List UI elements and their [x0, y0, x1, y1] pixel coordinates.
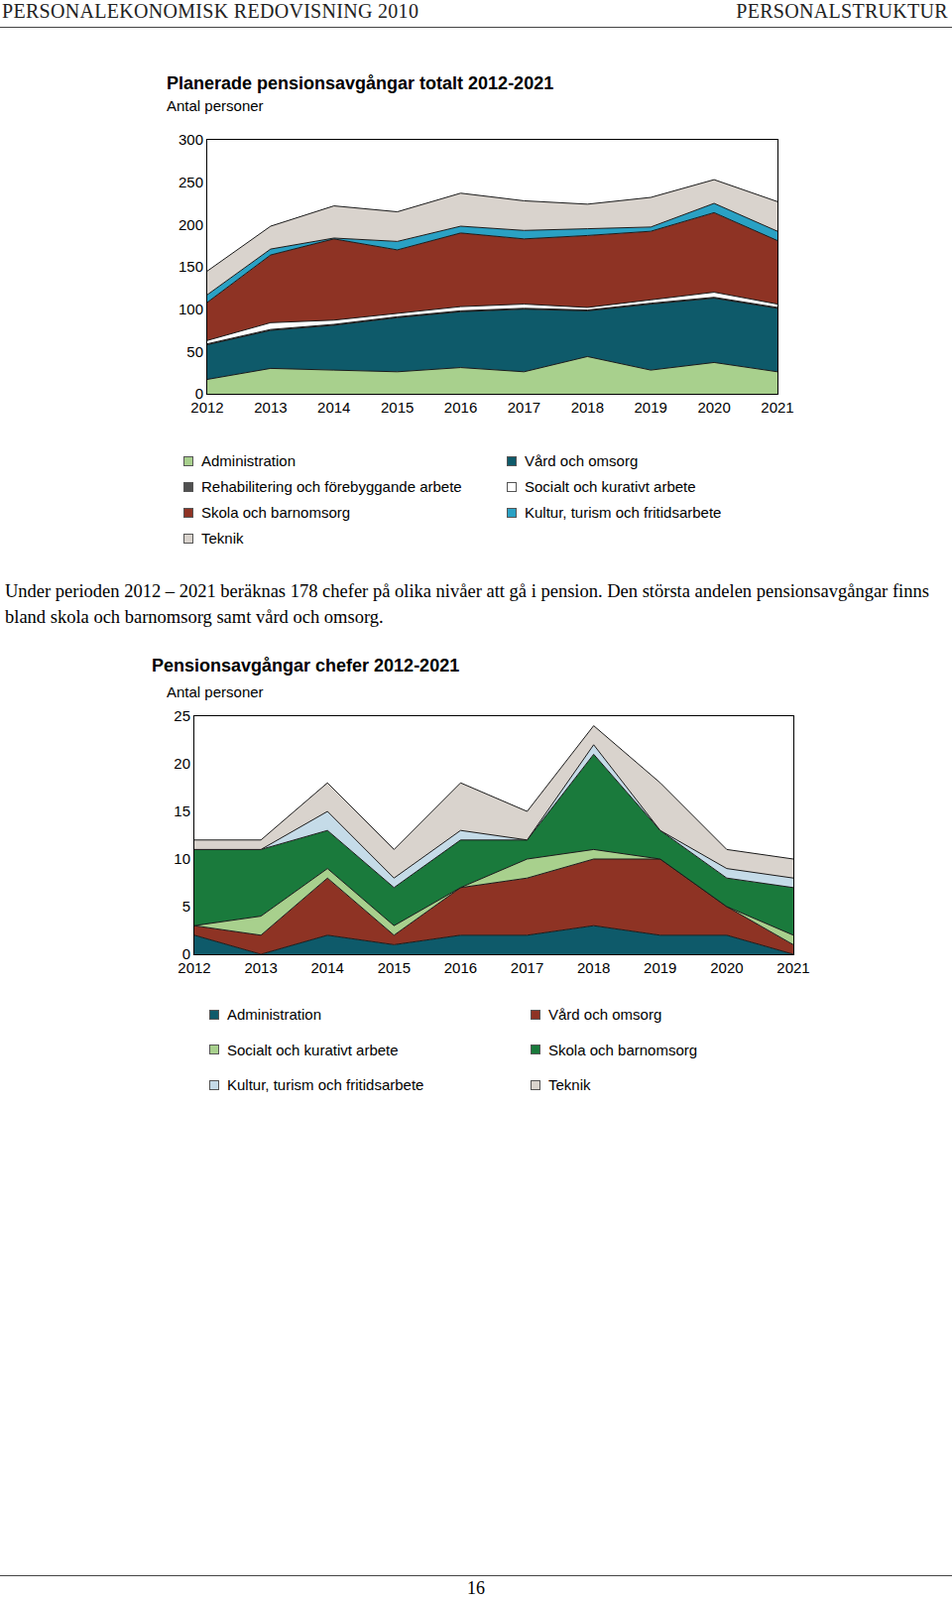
svg-text:2012: 2012	[177, 958, 211, 976]
html-text:PERSONALEKONOMISK REDOVISNING: PERSONALEKONOMISK REDOVISNING 2010	[1, 0, 419, 22]
svg-text:0: 0	[182, 945, 191, 962]
svg-text:2018: 2018	[577, 958, 610, 976]
svg-text:5: 5	[182, 897, 191, 915]
svg-text:200: 200	[178, 216, 204, 234]
html-text:Socialt och kurativt arbete: Socialt och kurativt arbete	[227, 1040, 399, 1058]
html-text:Administration: Administration	[201, 452, 296, 470]
svg-text:100: 100	[178, 300, 204, 318]
html-text:Rehabilitering och förebyggand: Rehabilitering och förebyggande arbete	[201, 477, 462, 495]
html-text:Pensionsavgångar chefer 2012-2: Pensionsavgångar chefer 2012-2021	[151, 655, 460, 676]
svg-text:300: 300	[178, 130, 204, 148]
html-text:Antal personer: Antal personer	[166, 97, 264, 115]
svg-text:10: 10	[173, 849, 191, 867]
svg-text:2017: 2017	[510, 958, 544, 976]
svg-text:2015: 2015	[377, 958, 411, 976]
svg-text:2013: 2013	[253, 398, 287, 416]
svg-text:2013: 2013	[243, 958, 277, 976]
svg-text:2020: 2020	[697, 398, 730, 416]
html-text:Teknik: Teknik	[548, 1075, 591, 1093]
svg-text:50: 50	[186, 343, 204, 360]
svg-text:250: 250	[178, 173, 204, 191]
svg-text:0: 0	[195, 384, 204, 402]
svg-text:2020: 2020	[710, 958, 743, 976]
svg-text:2017: 2017	[507, 398, 541, 416]
html-text:Under perioden 2012 – 2021 ber: Under perioden 2012 – 2021 beräknas 178 …	[4, 581, 930, 627]
svg-text:20: 20	[173, 754, 191, 772]
svg-text:2021: 2021	[760, 398, 794, 416]
html-text:Antal personer: Antal personer	[166, 683, 264, 701]
html-text:Teknik: Teknik	[201, 529, 244, 547]
svg-text:2012: 2012	[190, 398, 224, 416]
svg-text:2014: 2014	[311, 958, 345, 976]
html-text:Administration: Administration	[227, 1005, 322, 1023]
svg-text:2015: 2015	[380, 398, 414, 416]
svg-text:2018: 2018	[571, 398, 604, 416]
svg-text:2016: 2016	[444, 958, 477, 976]
svg-text:15: 15	[173, 802, 191, 820]
html-text:Planerade pensionsavgångar tot: Planerade pensionsavgångar totalt 2012-2…	[166, 73, 554, 94]
svg-text:25: 25	[173, 707, 191, 724]
html-text:Kultur, turism och fritidsarbe: Kultur, turism och fritidsarbete	[524, 503, 722, 521]
svg-text:2016: 2016	[444, 398, 477, 416]
html-text:Skola och barnomsorg: Skola och barnomsorg	[201, 503, 351, 521]
html-text:Vård och omsorg: Vård och omsorg	[548, 1005, 662, 1023]
html-text:16: 16	[467, 1577, 485, 1598]
html-text:Socialt och kurativt arbete: Socialt och kurativt arbete	[524, 477, 696, 495]
svg-text:2019: 2019	[643, 958, 677, 976]
svg-text:2014: 2014	[317, 398, 351, 416]
html-text:Kultur, turism och fritidsarbe: Kultur, turism och fritidsarbete	[227, 1075, 424, 1093]
svg-text:2021: 2021	[776, 958, 810, 976]
svg-text:2019: 2019	[634, 398, 668, 416]
html-text:Vård och omsorg: Vård och omsorg	[524, 452, 638, 470]
html-text:Skola och barnomsorg: Skola och barnomsorg	[548, 1040, 698, 1058]
html-text:PERSONALSTRUKTUR: PERSONALSTRUKTUR	[736, 0, 949, 22]
svg-text:150: 150	[178, 257, 204, 275]
